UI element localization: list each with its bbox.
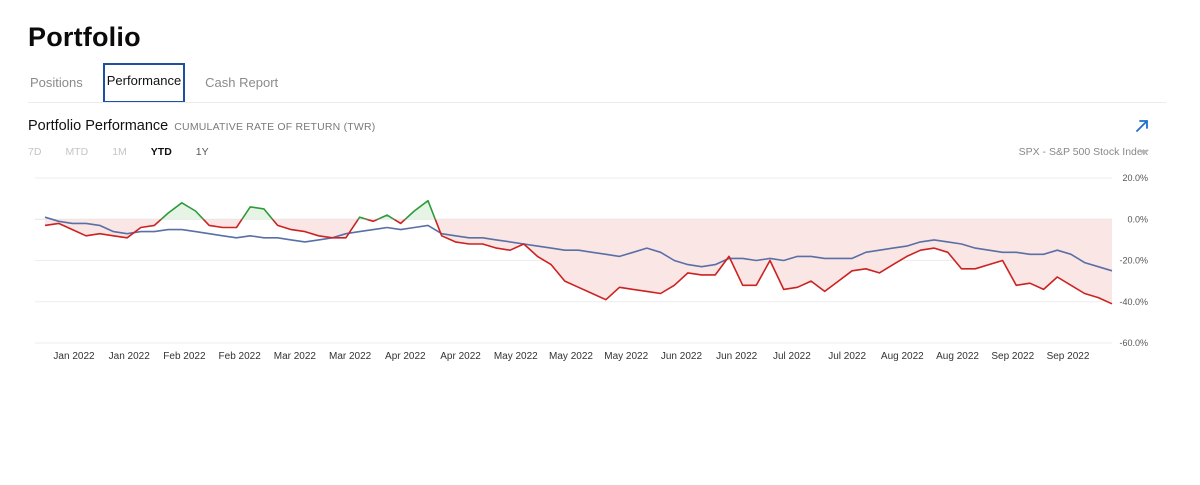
x-tick-label: Feb 2022	[163, 351, 206, 362]
x-tick-label: Jul 2022	[773, 351, 811, 362]
arrow-up-right-icon[interactable]	[1134, 118, 1150, 134]
range-7d[interactable]: 7D	[28, 146, 42, 158]
series-lines	[44, 199, 1113, 305]
x-tick-label: Jul 2022	[828, 351, 866, 362]
section-subtitle: CUMULATIVE RATE OF RETURN (TWR)	[174, 121, 376, 133]
range-1y[interactable]: 1Y	[195, 146, 209, 158]
x-tick-label: Jun 2022	[716, 351, 758, 362]
x-tick-label: Aug 2022	[936, 351, 979, 362]
x-tick-label: Jun 2022	[661, 351, 703, 362]
x-axis: Jan 2022 Jan 2022 Feb 2022 Feb 2022 Mar 2022…	[53, 351, 1089, 362]
benchmark-select[interactable]: SPX - S&P 500 Stock Index	[1018, 146, 1148, 158]
x-tick-label: Mar 2022	[274, 351, 317, 362]
tab-positions[interactable]: Positions	[30, 75, 83, 90]
y-tick-label: 20.0%	[1122, 173, 1148, 183]
y-tick-label: 0.0%	[1127, 214, 1148, 224]
x-tick-label: Apr 2022	[440, 351, 481, 362]
tab-cash-report[interactable]: Cash Report	[205, 75, 279, 90]
x-tick-label: May 2022	[604, 351, 648, 362]
area-fills	[45, 200, 1112, 304]
range-selector: 7D MTD 1M YTD 1Y	[28, 146, 233, 158]
x-tick-label: Jan 2022	[53, 351, 95, 362]
x-tick-label: Aug 2022	[881, 351, 924, 362]
caret-down-icon[interactable]	[1139, 150, 1149, 155]
y-tick-label: -40.0%	[1119, 297, 1148, 307]
x-tick-label: May 2022	[494, 351, 538, 362]
x-tick-label: May 2022	[549, 351, 593, 362]
tab-bar: Positions Performance Cash Report	[28, 63, 298, 103]
tabs-divider	[28, 102, 1166, 103]
tab-performance[interactable]: Performance	[102, 63, 186, 103]
performance-chart: 20.0%0.0%-20.0%-40.0%-60.0% Jan 2022 Jan …	[35, 173, 1148, 362]
portfolio-gain-area	[45, 200, 1112, 220]
section-heading: Portfolio Performance CUMULATIVE RATE OF…	[28, 118, 376, 134]
y-tick-label: -60.0%	[1119, 338, 1148, 348]
range-mtd[interactable]: MTD	[65, 146, 89, 158]
y-tick-label: -20.0%	[1119, 256, 1148, 266]
x-tick-label: Mar 2022	[329, 351, 372, 362]
portfolio-loss-area	[45, 219, 1112, 304]
portfolio-series-line-loss	[44, 219, 1113, 305]
range-1m[interactable]: 1M	[112, 146, 127, 158]
y-axis: 20.0% 0.0% -20.0% -40.0% -60.0%	[1119, 173, 1148, 348]
x-tick-label: Feb 2022	[219, 351, 262, 362]
benchmark-series-line	[44, 216, 1113, 272]
x-tick-label: Sep 2022	[1047, 351, 1090, 362]
page-title: Portfolio	[28, 22, 141, 52]
range-ytd[interactable]: YTD	[150, 146, 172, 158]
x-tick-label: Sep 2022	[991, 351, 1034, 362]
x-tick-label: Apr 2022	[385, 351, 426, 362]
x-tick-label: Jan 2022	[109, 351, 151, 362]
section-title: Portfolio Performance	[28, 118, 169, 134]
